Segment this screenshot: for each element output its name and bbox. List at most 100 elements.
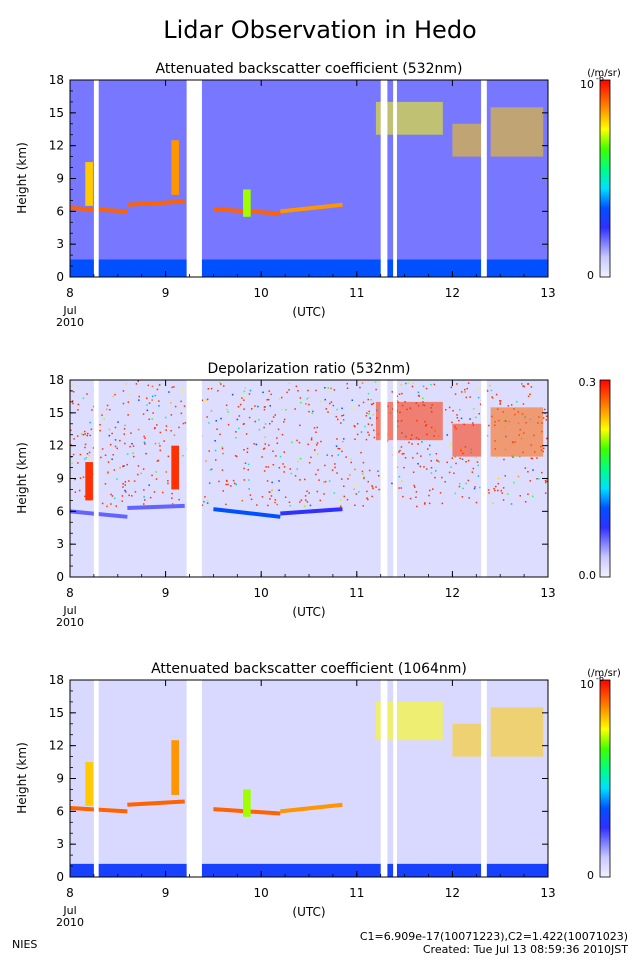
noise-speck — [170, 402, 172, 404]
noise-speck — [315, 473, 317, 476]
noise-speck — [366, 497, 368, 499]
noise-speck — [327, 387, 329, 389]
noise-speck — [477, 475, 480, 477]
noise-speck — [173, 386, 175, 388]
noise-speck — [324, 398, 326, 401]
noise-speck — [320, 440, 322, 443]
noise-speck — [121, 495, 124, 497]
cirrus-cloud — [490, 107, 544, 157]
noise-speck — [342, 419, 345, 421]
noise-speck — [367, 423, 370, 425]
noise-speck — [84, 458, 86, 460]
noise-speck — [247, 469, 249, 471]
noise-speck — [268, 444, 270, 446]
noise-speck — [261, 496, 264, 498]
noise-speck — [375, 486, 377, 488]
noise-speck — [439, 492, 442, 494]
noise-speck — [82, 476, 85, 478]
heatmap-background — [70, 80, 548, 277]
noise-speck — [158, 442, 160, 445]
noise-speck — [124, 484, 126, 486]
noise-speck — [131, 443, 133, 445]
noise-speck — [396, 395, 398, 397]
noise-speck — [418, 395, 421, 397]
noise-speck — [246, 451, 249, 453]
noise-speck — [143, 496, 145, 498]
noise-speck — [350, 458, 352, 460]
noise-speck — [184, 422, 187, 424]
noise-speck — [87, 432, 89, 435]
noise-speck — [310, 439, 313, 441]
noise-speck — [111, 432, 113, 435]
noise-speck — [467, 459, 470, 462]
noise-speck — [264, 443, 266, 445]
noise-speck — [122, 465, 124, 468]
noise-speck — [221, 469, 224, 471]
noise-speck — [362, 505, 364, 507]
noise-speck — [377, 470, 379, 472]
noise-speck — [430, 467, 433, 469]
noise-speck — [458, 419, 460, 422]
noise-speck — [332, 404, 335, 407]
noise-speck — [214, 449, 217, 452]
noise-speck — [180, 400, 182, 403]
noise-speck — [165, 429, 167, 431]
noise-speck — [499, 400, 502, 402]
y-tick-label: 3 — [56, 537, 64, 551]
noise-speck — [128, 480, 130, 482]
noise-speck — [208, 422, 210, 424]
noise-speck — [358, 404, 360, 407]
noise-speck — [106, 472, 109, 475]
noise-speck — [89, 421, 91, 424]
noise-speck — [78, 489, 81, 492]
noise-speck — [153, 491, 156, 493]
noise-speck — [308, 462, 311, 464]
footer-created: Created: Tue Jul 13 08:59:36 2010JST — [423, 943, 628, 956]
noise-speck — [536, 457, 538, 459]
noise-speck — [474, 486, 476, 488]
noise-speck — [71, 400, 74, 402]
noise-speck — [546, 480, 548, 482]
noise-speck — [465, 482, 467, 485]
noise-speck — [278, 480, 280, 482]
noise-speck — [265, 466, 267, 468]
noise-speck — [401, 392, 403, 395]
noise-speck — [263, 426, 265, 429]
noise-speck — [99, 424, 101, 426]
noise-speck — [262, 448, 265, 450]
noise-speck — [116, 478, 118, 480]
x-date-month: Jul — [62, 304, 76, 317]
noise-speck — [128, 494, 130, 497]
noise-speck — [360, 451, 362, 454]
noise-speck — [373, 436, 376, 439]
noise-speck — [317, 469, 319, 471]
noise-speck — [494, 489, 496, 492]
noise-speck — [114, 439, 117, 441]
noise-speck — [424, 502, 426, 504]
noise-speck — [170, 414, 173, 416]
x-tick-label: 13 — [540, 886, 555, 900]
noise-speck — [235, 431, 237, 433]
noise-speck — [267, 398, 270, 401]
noise-speck — [127, 414, 129, 416]
noise-speck — [524, 501, 527, 503]
noise-speck — [522, 385, 524, 387]
noise-speck — [455, 462, 457, 465]
noise-speck — [361, 470, 364, 473]
y-tick-label: 6 — [56, 504, 64, 518]
noise-speck — [461, 458, 464, 460]
noise-speck — [497, 489, 499, 492]
noise-speck — [472, 422, 474, 424]
noise-speck — [329, 402, 331, 405]
noise-speck — [148, 484, 150, 486]
noise-speck — [488, 424, 490, 427]
noise-speck — [256, 504, 258, 506]
noise-speck — [142, 468, 145, 470]
noise-speck — [168, 391, 170, 393]
noise-speck — [267, 466, 270, 468]
noise-speck — [274, 499, 277, 501]
noise-speck — [420, 455, 422, 457]
noise-speck — [255, 443, 258, 446]
noise-speck — [473, 408, 475, 410]
noise-speck — [419, 465, 421, 468]
